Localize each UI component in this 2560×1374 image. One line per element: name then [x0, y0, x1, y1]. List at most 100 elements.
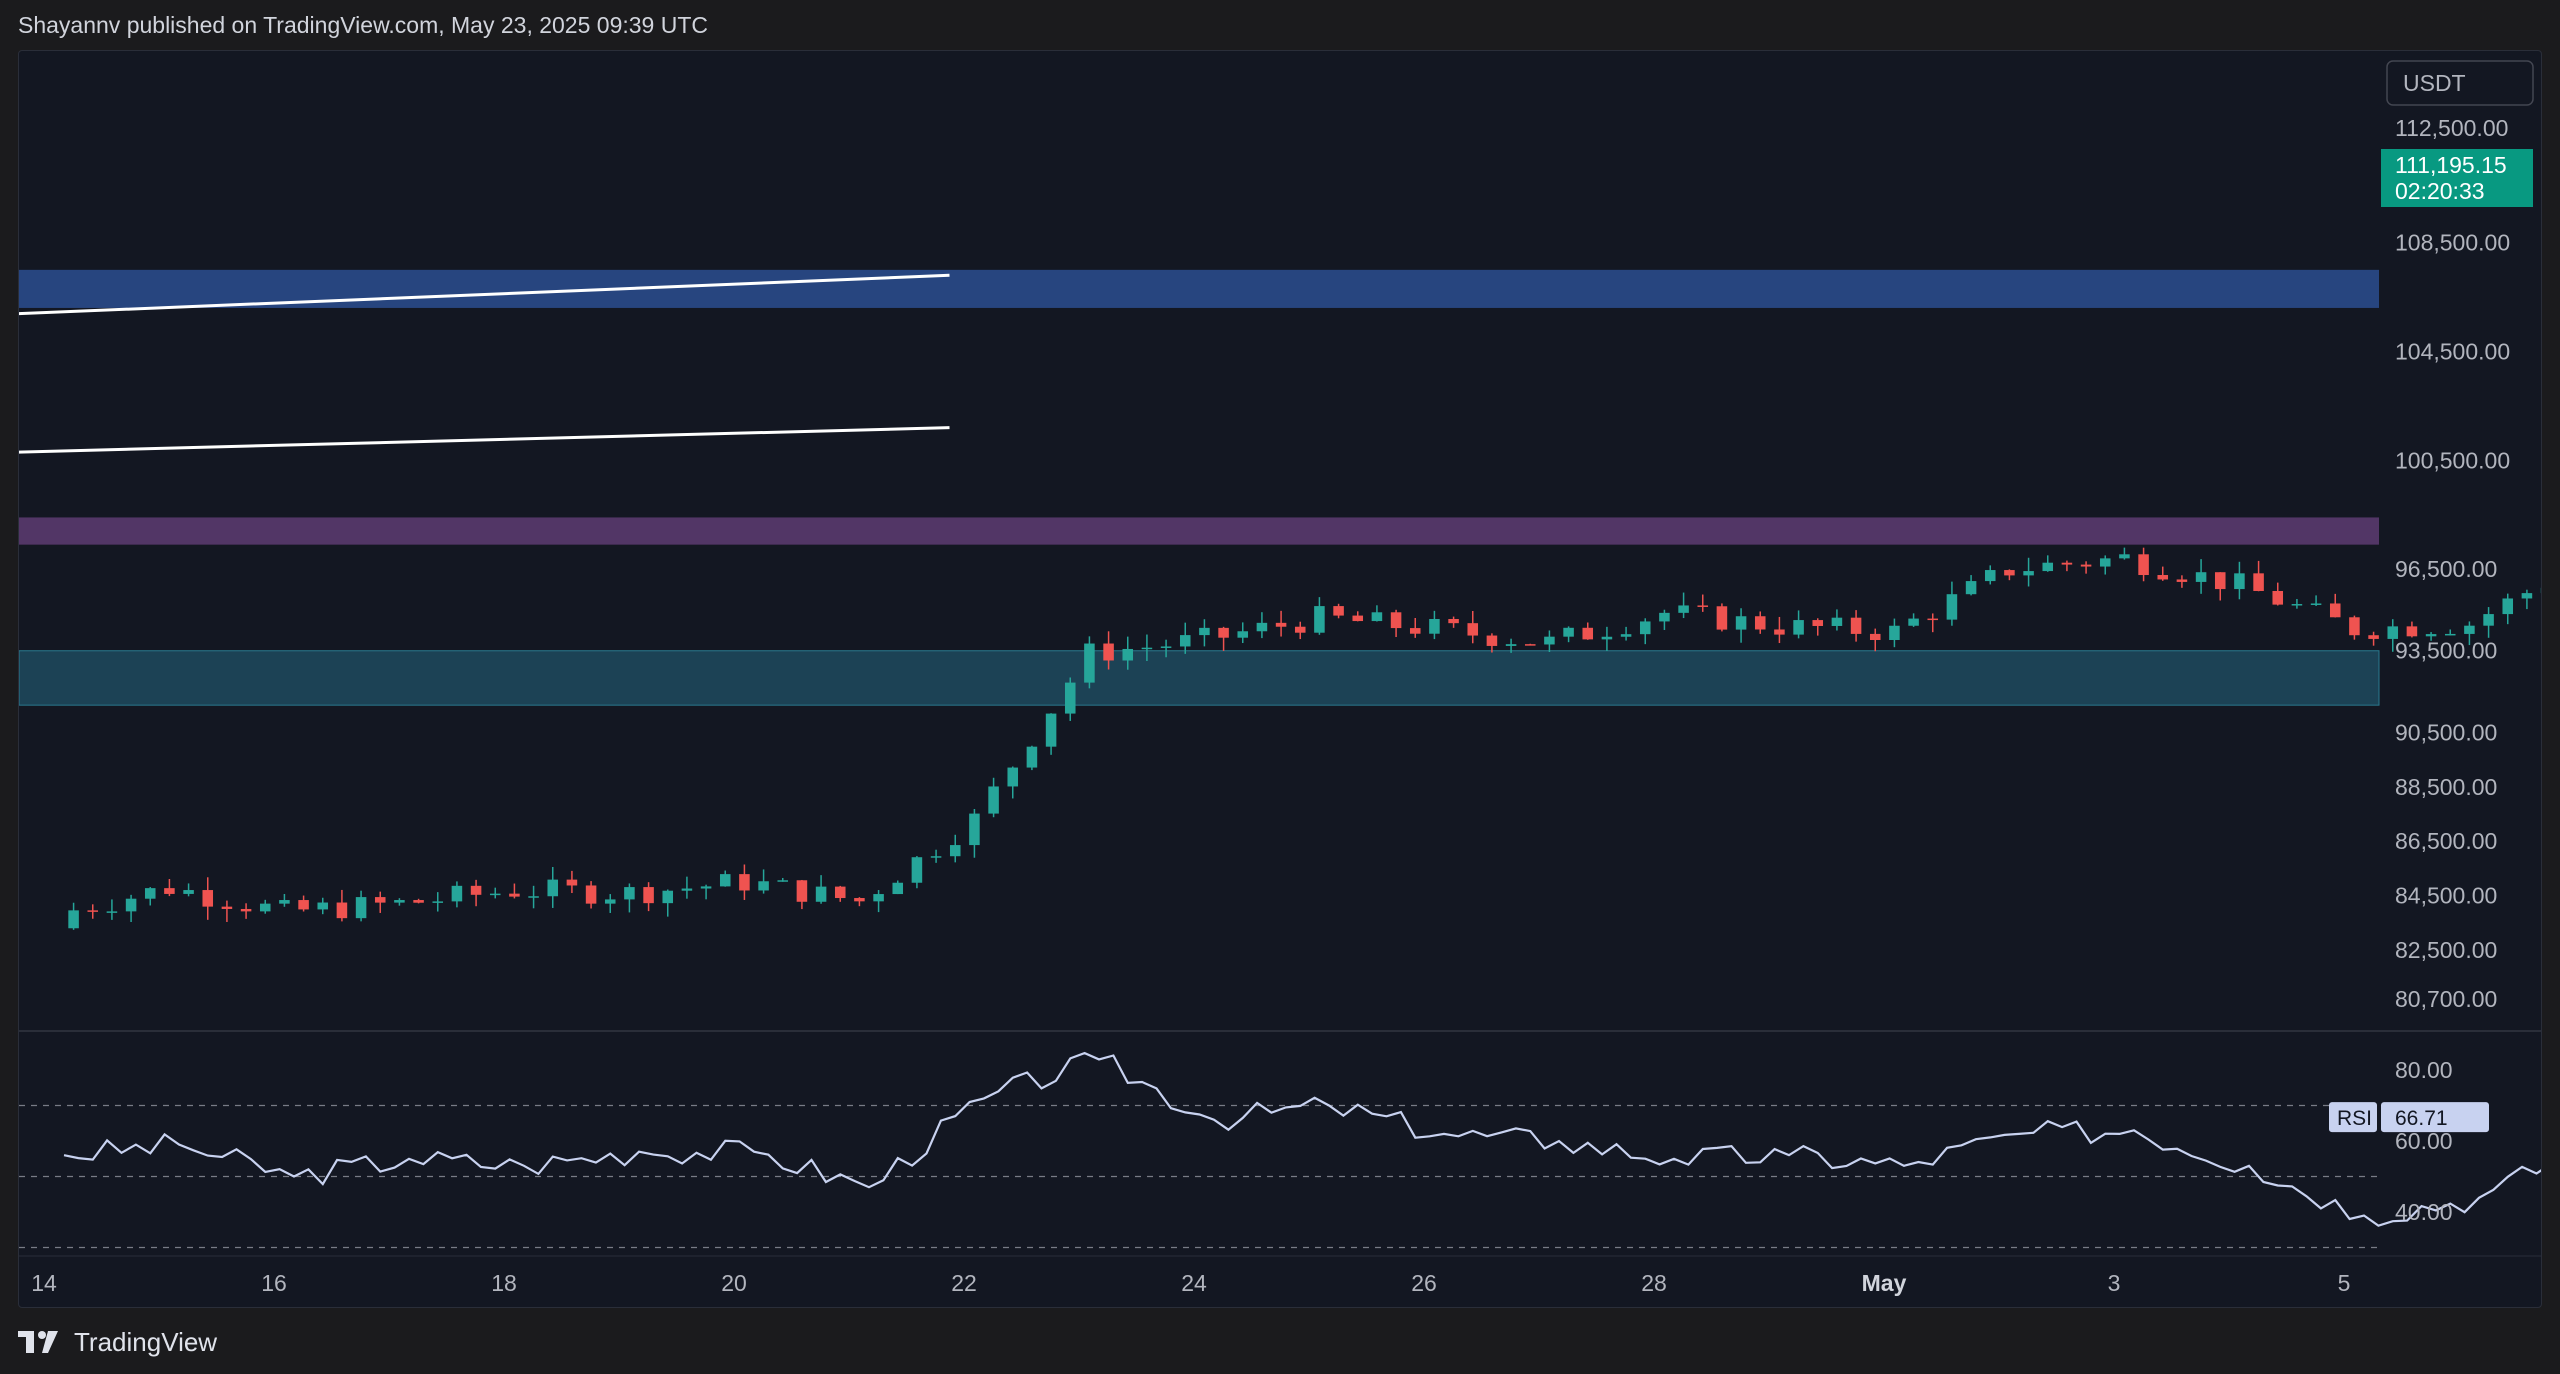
- price-axis-tick: 108,500.00: [2395, 230, 2510, 256]
- candle-body: [566, 879, 578, 886]
- candle-body: [1850, 617, 1862, 634]
- candle-body: [279, 900, 290, 904]
- currency-selector[interactable]: [2386, 60, 2534, 106]
- publisher-caption: Shayannv published on TradingView.com, M…: [18, 12, 708, 38]
- candle-body: [2004, 570, 2015, 576]
- price-axis-tick: 112,500.00: [2395, 115, 2508, 141]
- channel-lower-line[interactable]: [19, 426, 950, 461]
- candle-body: [1275, 622, 1287, 627]
- currency-label: USDT: [2403, 70, 2466, 96]
- candle-body: [2349, 617, 2360, 636]
- footer: TradingView: [18, 1324, 217, 1360]
- price-axis-tick: 80,700.00: [2395, 986, 2497, 1012]
- candle-body: [240, 908, 252, 912]
- channel-upper-line[interactable]: [19, 273, 950, 327]
- price-axis-tick: 96,500.00: [2395, 556, 2497, 582]
- candle-body: [509, 893, 520, 897]
- candle-body: [777, 880, 789, 882]
- candle-body: [489, 893, 501, 896]
- candle-body: [1620, 634, 1632, 637]
- candle-body: [1294, 626, 1306, 633]
- tradingview-logo-icon: [18, 1331, 58, 1353]
- candle-body: [1774, 629, 1785, 635]
- price-axis-tick: 88,500.00: [2395, 774, 2497, 800]
- candle-body: [1007, 767, 1019, 787]
- candle-body: [336, 902, 348, 919]
- candle-body: [643, 887, 654, 904]
- time-axis-tick: 28: [1641, 1270, 1667, 1296]
- candle-body: [259, 903, 271, 912]
- candle-body: [2329, 603, 2341, 618]
- candle-body: [1678, 605, 1689, 613]
- price-axis-tick: 82,500.00: [2395, 937, 2497, 963]
- candle-body: [911, 857, 923, 883]
- candle-body: [144, 888, 156, 899]
- candle-body: [1659, 612, 1670, 622]
- time-axis-tick: 16: [261, 1270, 287, 1296]
- candle-body: [183, 890, 194, 894]
- candle-body: [1582, 627, 1594, 640]
- chart-frame[interactable]: 112,500.00 108,500.00 104,500.00 100,500.00…: [18, 50, 2542, 1308]
- candle-body: [451, 885, 463, 902]
- candle-body: [528, 896, 539, 898]
- candle-body: [604, 899, 616, 904]
- time-axis-tick: 18: [491, 1270, 517, 1296]
- candle-body: [2291, 604, 2303, 606]
- price-axis-tick: 90,500.00: [2395, 719, 2497, 745]
- price-axis-tick: 86,500.00: [2395, 828, 2497, 854]
- candle-body: [1716, 606, 1728, 630]
- candle-body: [221, 906, 233, 909]
- zone-purple: [19, 517, 2379, 545]
- candle-body: [2157, 575, 2169, 580]
- candle-body: [2387, 626, 2399, 639]
- chart-canvas[interactable]: 112,500.00 108,500.00 104,500.00 100,500.00…: [19, 51, 2541, 1307]
- candle-body: [1333, 606, 1344, 616]
- candle-body: [949, 845, 961, 857]
- rsi-value-label: 66.71: [2395, 1107, 2448, 1130]
- candle-body: [969, 813, 980, 846]
- candle-body: [317, 902, 329, 910]
- candle-body: [394, 900, 405, 903]
- candle-body: [470, 885, 482, 895]
- candle-body: [1314, 606, 1325, 633]
- price-axis-tick: 84,500.00: [2395, 883, 2497, 909]
- rsi-series-line: [63, 1051, 2541, 1227]
- candle-body: [1639, 621, 1651, 635]
- candle-body: [1026, 746, 1038, 768]
- candle-body: [2310, 603, 2322, 605]
- candle-body: [1505, 644, 1517, 646]
- candle-body: [2483, 614, 2494, 626]
- candle-body: [2521, 593, 2533, 599]
- candle-body: [892, 882, 904, 895]
- candle-body: [1179, 635, 1191, 647]
- candle-body: [202, 890, 214, 907]
- time-axis-tick: May: [1862, 1270, 1907, 1296]
- rsi-axis-tick: 60.00: [2395, 1128, 2453, 1154]
- candle-body: [1448, 618, 1459, 624]
- candle-body: [1965, 581, 1977, 595]
- candle-body: [1218, 627, 1229, 638]
- candle-body: [815, 886, 827, 902]
- candle-body: [2368, 635, 2379, 639]
- candle-body: [2272, 590, 2284, 605]
- candle-body: [1429, 618, 1440, 634]
- candle-body: [1467, 623, 1479, 636]
- candle-body: [700, 886, 712, 889]
- candle-body: [2099, 558, 2111, 567]
- candle-body: [1908, 618, 1919, 626]
- candle-body: [1601, 636, 1613, 640]
- candle-body: [432, 901, 444, 903]
- candle-body: [1563, 627, 1574, 637]
- time-axis-tick: 24: [1181, 1270, 1207, 1296]
- candle-body: [1103, 643, 1114, 661]
- candle-body: [1754, 616, 1766, 630]
- candle-body: [125, 898, 137, 912]
- rsi-axis-tick: 80.00: [2395, 1057, 2453, 1083]
- bar-countdown: 02:20:33: [2395, 178, 2485, 204]
- candle-body: [1697, 605, 1709, 607]
- candle-body: [1256, 622, 1268, 632]
- candle-body: [1869, 633, 1881, 641]
- candle-body: [1084, 643, 1095, 683]
- candle-body: [413, 900, 424, 903]
- zone-support: [19, 650, 2380, 706]
